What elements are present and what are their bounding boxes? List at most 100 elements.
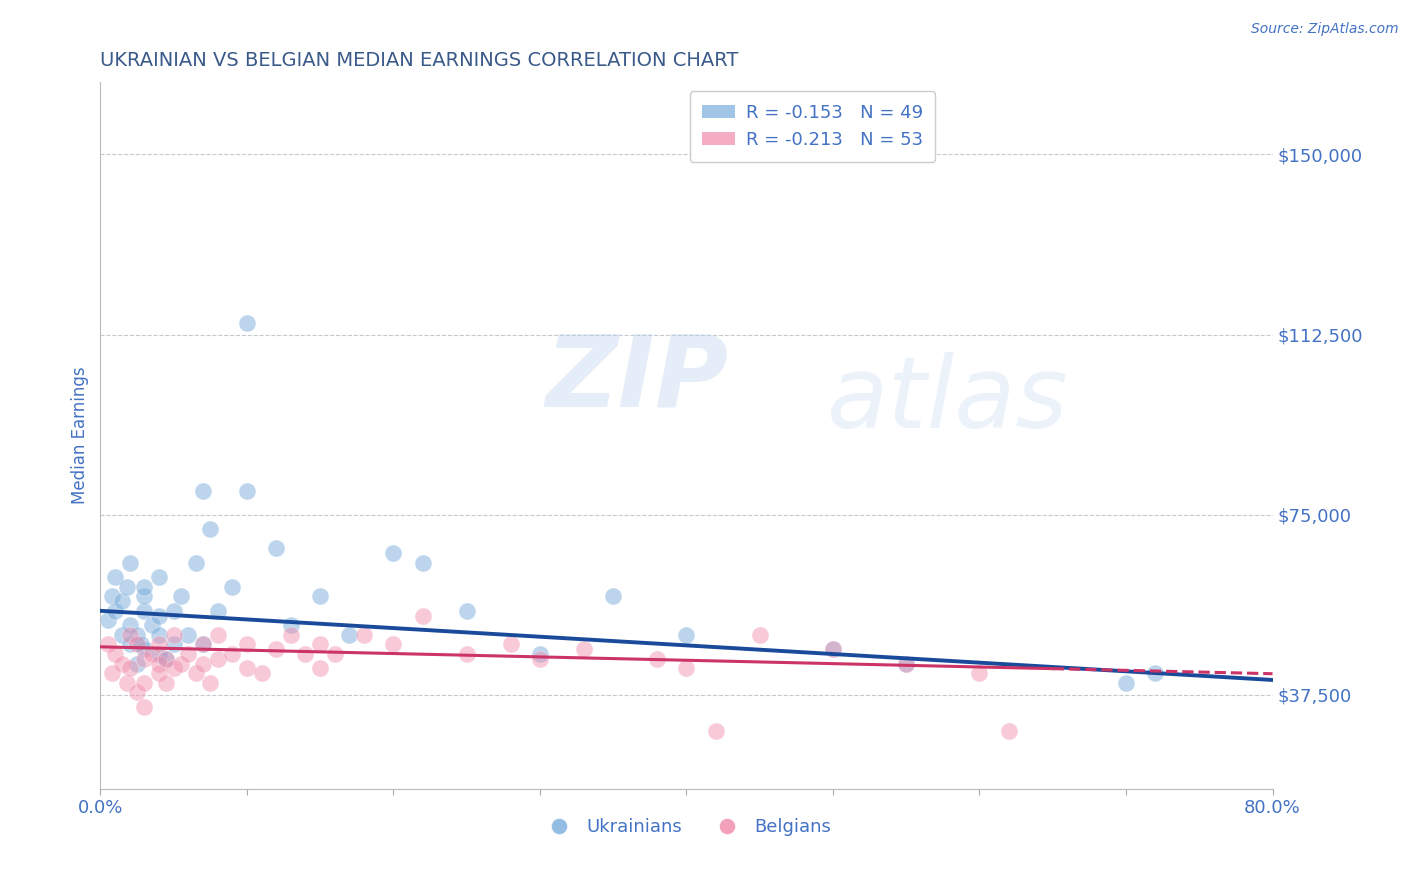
Point <box>104 647 127 661</box>
Point <box>125 628 148 642</box>
Point <box>148 657 170 671</box>
Point <box>184 556 207 570</box>
Point <box>704 723 727 738</box>
Point <box>104 604 127 618</box>
Point <box>111 628 134 642</box>
Point <box>645 652 668 666</box>
Point <box>148 637 170 651</box>
Point <box>97 637 120 651</box>
Point <box>236 637 259 651</box>
Point <box>382 546 405 560</box>
Point <box>236 316 259 330</box>
Point <box>162 661 184 675</box>
Point <box>264 642 287 657</box>
Point <box>155 652 177 666</box>
Point <box>162 628 184 642</box>
Point <box>572 642 595 657</box>
Point <box>602 590 624 604</box>
Point <box>141 647 163 661</box>
Point <box>294 647 316 661</box>
Point <box>148 628 170 642</box>
Point <box>191 657 214 671</box>
Point <box>821 642 844 657</box>
Point <box>115 676 138 690</box>
Point <box>191 637 214 651</box>
Text: ZIP: ZIP <box>546 330 728 427</box>
Point <box>896 657 918 671</box>
Point <box>323 647 346 661</box>
Point <box>177 628 200 642</box>
Point <box>131 637 153 651</box>
Point <box>456 604 478 618</box>
Point <box>309 637 332 651</box>
Point <box>896 657 918 671</box>
Point <box>170 590 193 604</box>
Point <box>118 628 141 642</box>
Point <box>236 661 259 675</box>
Point <box>184 666 207 681</box>
Point <box>221 580 243 594</box>
Point <box>353 628 375 642</box>
Point <box>675 628 697 642</box>
Point <box>969 666 991 681</box>
Point <box>1115 676 1137 690</box>
Point <box>191 483 214 498</box>
Point <box>207 604 229 618</box>
Point <box>118 637 141 651</box>
Point <box>236 483 259 498</box>
Legend: Ukrainians, Belgians: Ukrainians, Belgians <box>534 811 838 843</box>
Point <box>162 604 184 618</box>
Point <box>177 647 200 661</box>
Point <box>111 657 134 671</box>
Point <box>101 590 124 604</box>
Point <box>499 637 522 651</box>
Point <box>200 676 222 690</box>
Point <box>191 637 214 651</box>
Point <box>309 590 332 604</box>
Point <box>134 590 156 604</box>
Point <box>250 666 273 681</box>
Point <box>280 628 302 642</box>
Point <box>207 652 229 666</box>
Point <box>155 676 177 690</box>
Point <box>339 628 361 642</box>
Text: Source: ZipAtlas.com: Source: ZipAtlas.com <box>1251 22 1399 37</box>
Text: UKRAINIAN VS BELGIAN MEDIAN EARNINGS CORRELATION CHART: UKRAINIAN VS BELGIAN MEDIAN EARNINGS COR… <box>100 51 738 70</box>
Point <box>997 723 1019 738</box>
Point <box>162 637 184 651</box>
Point <box>134 676 156 690</box>
Point <box>280 618 302 632</box>
Point <box>134 699 156 714</box>
Point <box>134 652 156 666</box>
Point <box>170 657 193 671</box>
Point <box>148 608 170 623</box>
Point <box>155 652 177 666</box>
Point <box>412 608 434 623</box>
Point <box>141 618 163 632</box>
Point <box>97 614 120 628</box>
Point <box>412 556 434 570</box>
Point <box>1144 666 1167 681</box>
Point <box>118 556 141 570</box>
Point <box>118 661 141 675</box>
Point <box>125 637 148 651</box>
Point <box>675 661 697 675</box>
Point <box>148 647 170 661</box>
Point <box>134 580 156 594</box>
Point <box>115 580 138 594</box>
Point <box>148 666 170 681</box>
Point <box>200 522 222 536</box>
Point <box>125 685 148 699</box>
Point <box>529 647 551 661</box>
Point <box>456 647 478 661</box>
Point <box>382 637 405 651</box>
Point <box>134 604 156 618</box>
Y-axis label: Median Earnings: Median Earnings <box>72 367 89 504</box>
Point <box>748 628 770 642</box>
Point <box>104 570 127 584</box>
Point <box>207 628 229 642</box>
Text: atlas: atlas <box>827 351 1069 449</box>
Point <box>134 642 156 657</box>
Point <box>101 666 124 681</box>
Point <box>125 657 148 671</box>
